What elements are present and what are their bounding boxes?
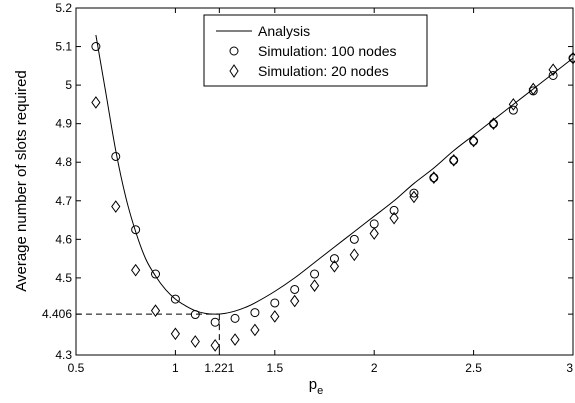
- y-axis-title: Average number of slots required: [13, 70, 30, 292]
- y-tick-label: 4.8: [55, 155, 72, 169]
- diamond-marker: [170, 327, 181, 341]
- circle-marker: [409, 188, 419, 198]
- diamond-marker: [468, 134, 479, 148]
- y-tick-label: 4.7: [55, 194, 72, 208]
- diamond-marker: [309, 279, 320, 292]
- y-axis-ticks: 4.3 4.406 4.5 4.6 4.7 4.8 4.9 5 5.1 5.2: [42, 1, 573, 362]
- circle-marker: [548, 70, 558, 80]
- circle-marker: [190, 310, 200, 320]
- diamond-marker: [488, 117, 499, 131]
- x-tick-label: 1: [172, 361, 179, 375]
- circle-marker: [151, 269, 161, 279]
- circle-marker: [389, 205, 399, 215]
- y-tick-label: 4.6: [55, 232, 72, 246]
- diamond-marker: [449, 153, 459, 167]
- circle-marker: [270, 298, 280, 308]
- legend-box: [203, 14, 428, 87]
- legend-diamond-symbol: [229, 64, 239, 78]
- y-tick-label: 5: [65, 78, 72, 92]
- diamond-marker: [548, 63, 558, 77]
- circle-marker: [290, 284, 300, 294]
- diamond-marker: [290, 294, 300, 308]
- diamond-marker: [409, 190, 419, 204]
- diamond-marker: [329, 259, 340, 273]
- diamond-marker: [190, 335, 200, 348]
- x-axis-title: pe: [309, 376, 323, 397]
- circle-marker: [250, 308, 260, 318]
- legend-label-20-nodes: Simulation: 20 nodes: [258, 63, 389, 79]
- circle-marker: [111, 151, 121, 161]
- circle-marker: [210, 317, 220, 327]
- legend-label-100-nodes: Simulation: 100 nodes: [258, 43, 397, 59]
- x-tick-label: 2: [371, 361, 378, 375]
- y-tick-label: 4.5: [55, 271, 72, 285]
- y-tick-label: 4.406: [42, 307, 72, 321]
- circle-marker: [170, 294, 180, 304]
- diamond-marker: [369, 227, 379, 240]
- diamond-marker: [250, 323, 260, 337]
- y-tick-label: 5.1: [55, 40, 72, 54]
- circle-marker: [91, 42, 101, 52]
- x-tick-label: 1.5: [266, 361, 283, 375]
- circle-marker: [349, 234, 359, 244]
- diamond-marker: [150, 304, 161, 318]
- diamond-marker: [91, 96, 101, 109]
- diamond-marker: [210, 339, 220, 352]
- legend-label-analysis: Analysis: [258, 23, 310, 39]
- circle-marker: [310, 269, 320, 279]
- diamond-marker: [389, 211, 399, 225]
- x-tick-label: 3: [566, 361, 573, 375]
- diamond-marker: [429, 171, 439, 184]
- diamond-marker: [508, 98, 518, 111]
- x-tick-label: 2.5: [465, 361, 482, 375]
- x-tick-label: 1.221: [204, 361, 234, 375]
- y-tick-label: 4.3: [55, 348, 72, 362]
- optimum-guides: [76, 313, 220, 355]
- diamond-marker: [111, 200, 121, 213]
- legend: Analysis Simulation: 100 nodes Simulatio…: [203, 14, 428, 87]
- diamond-marker: [230, 333, 240, 346]
- diamond-marker: [528, 82, 538, 96]
- circle-marker: [131, 225, 141, 235]
- circle-marker: [329, 254, 339, 264]
- legend-circle-symbol: [229, 46, 239, 56]
- diamond-marker: [349, 248, 359, 262]
- analysis-series: [95, 34, 574, 315]
- diamond-marker: [131, 263, 141, 277]
- x-axis-title-main: p: [309, 376, 317, 393]
- x-tick-label: 0.5: [68, 361, 85, 375]
- circle-marker: [230, 313, 240, 323]
- diamond-marker: [270, 310, 280, 323]
- y-tick-label: 4.9: [55, 117, 72, 131]
- analysis-curve: [95, 34, 574, 315]
- x-axis-title-subscript: e: [317, 385, 323, 397]
- y-tick-label: 5.2: [55, 1, 72, 15]
- circle-marker: [508, 105, 518, 115]
- plot-frame: [75, 7, 574, 356]
